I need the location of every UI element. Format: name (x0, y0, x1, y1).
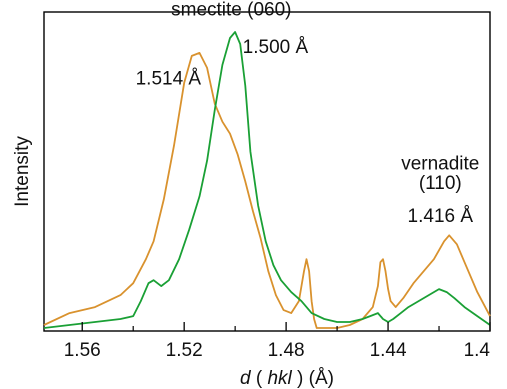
x-tick-label: 1.52 (166, 340, 203, 361)
x-tick-label: 1.48 (268, 340, 305, 361)
x-axis-label-open: ( (256, 368, 263, 389)
x-axis-label-hkl: hkl (267, 368, 292, 389)
vernadite-d-label: 1.416 Å (408, 206, 474, 227)
x-tick-label: 1.56 (64, 340, 101, 361)
annotations: smectite (060) 1.514 Å 1.500 Å vernadite(11… (136, 0, 480, 227)
series-line-orange (43, 52, 491, 329)
x-axis-label-d: d (240, 368, 252, 389)
series-layer (43, 31, 491, 329)
vernadite-hkl-label: (110) (419, 173, 462, 194)
y-axis-label: Intensity (12, 136, 33, 207)
series-line-green (43, 31, 491, 329)
vernadite-label: vernadite (401, 154, 479, 175)
green-peak-label: 1.500 Å (243, 37, 309, 58)
x-tick-label: 1.4 (464, 340, 491, 361)
plot-frame (43, 11, 491, 332)
x-axis-ticks: 1.56 1.52 1.48 1.44 1.4 (64, 322, 491, 361)
x-tick-label: 1.44 (370, 340, 407, 361)
x-axis-label-close: ) (297, 368, 309, 389)
x-axis-label: d ( hkl ) (Å) (240, 368, 334, 389)
smectite-label: smectite (060) (171, 0, 291, 21)
orange-peak-label: 1.514 Å (136, 68, 202, 89)
x-axis-label-unit: (Å) (309, 368, 334, 389)
